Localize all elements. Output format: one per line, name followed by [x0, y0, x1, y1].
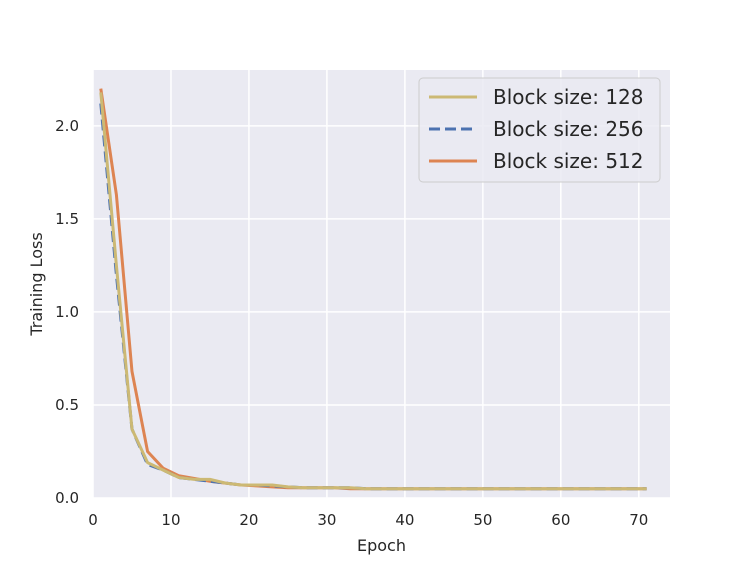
y-tick-label: 2.0 — [55, 117, 79, 135]
y-axis-label: Training Loss — [27, 232, 46, 336]
legend: Block size: 128 Block size: 256 Block size… — [418, 77, 661, 183]
x-tick-label: 0 — [88, 511, 98, 529]
y-tick-label: 0.5 — [55, 396, 79, 414]
x-axis-label: Epoch — [357, 536, 406, 555]
series-lines — [99, 88, 647, 491]
legend-entry-block-256-label: Block size: 256 — [493, 117, 644, 141]
x-tick-label: 30 — [317, 511, 336, 529]
x-tick-label: 70 — [629, 511, 648, 529]
legend-box — [418, 77, 661, 183]
legend-entry-block-128-label: Block size: 128 — [493, 85, 644, 109]
x-tick-label: 10 — [161, 511, 180, 529]
series-line-block-128 — [99, 92, 647, 491]
x-tick-label: 20 — [239, 511, 258, 529]
y-tick-label: 0.0 — [55, 489, 79, 507]
x-tick-label: 60 — [551, 511, 570, 529]
y-tick-label: 1.0 — [55, 303, 79, 321]
x-tick-label: 40 — [395, 511, 414, 529]
y-tick-label: 1.5 — [55, 210, 79, 228]
axis-ticks: 0 10 20 30 40 50 60 70 0.0 0.5 1.0 1.5 2.0 — [55, 117, 648, 529]
x-tick-label: 50 — [473, 511, 492, 529]
legend-entry-block-512-label: Block size: 512 — [493, 149, 644, 173]
